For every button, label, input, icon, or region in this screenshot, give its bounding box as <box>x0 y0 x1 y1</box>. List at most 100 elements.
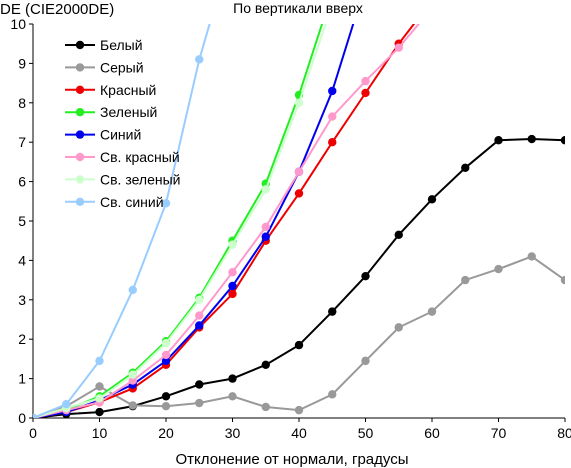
series-layer <box>33 0 565 418</box>
legend-label: Белый <box>100 37 143 53</box>
data-point <box>261 185 270 194</box>
data-point <box>294 340 304 350</box>
data-point <box>560 136 565 145</box>
data-point <box>427 307 437 316</box>
data-point <box>128 376 137 385</box>
x-tick-label: 40 <box>291 425 307 441</box>
data-point <box>461 163 470 173</box>
x-tick-label: 20 <box>158 425 174 441</box>
legend-swatch-marker <box>75 175 85 184</box>
data-point <box>228 240 237 249</box>
data-point <box>195 311 204 320</box>
legend-swatch-marker <box>75 85 85 95</box>
legend-item: Зеленый <box>65 104 157 120</box>
data-point <box>494 264 503 274</box>
legend-item: Красный <box>65 82 156 98</box>
legend-label: Серый <box>100 59 144 75</box>
data-point <box>33 413 38 418</box>
data-point <box>294 167 304 176</box>
data-point <box>161 392 171 401</box>
data-point <box>161 356 171 366</box>
data-point <box>195 380 204 389</box>
series-8 <box>33 24 211 418</box>
y-tick-label: 2 <box>18 331 26 347</box>
data-point <box>161 199 171 208</box>
data-point <box>228 289 237 299</box>
y-tick-label: 9 <box>18 55 26 71</box>
legend-swatch-marker <box>75 40 85 50</box>
legend-item: Серый <box>65 59 144 75</box>
data-point <box>294 98 304 108</box>
data-point <box>294 189 304 198</box>
legend-item: Св. синий <box>65 194 164 210</box>
series-line <box>33 24 327 418</box>
chart-title: По вертикали вверх <box>233 0 363 16</box>
legend-swatch-marker <box>75 130 85 139</box>
data-point <box>62 400 71 409</box>
x-tick-label: 60 <box>424 425 440 441</box>
data-point <box>261 360 270 370</box>
data-point <box>394 230 403 239</box>
y-tick-label: 1 <box>18 371 26 387</box>
legend-label: Синий <box>100 127 141 143</box>
data-point <box>161 401 171 411</box>
y-tick-label: 7 <box>18 134 26 150</box>
data-point <box>361 88 370 98</box>
legend-swatch-marker <box>75 63 85 72</box>
legend-item: Св. зеленый <box>65 171 180 187</box>
legend-swatch-marker <box>75 108 85 117</box>
data-point <box>261 232 270 241</box>
data-point <box>361 271 370 281</box>
x-axis-label: Отклонение от нормали, градусы <box>176 451 409 468</box>
series-1 <box>33 134 565 418</box>
data-point <box>195 295 204 304</box>
legend-label: Св. синий <box>100 194 164 210</box>
legend-label: Зеленый <box>100 104 157 120</box>
data-point <box>228 281 237 291</box>
data-point <box>261 402 270 412</box>
data-point <box>161 350 171 360</box>
data-point <box>294 405 304 415</box>
data-point <box>161 338 171 348</box>
data-point <box>461 275 470 285</box>
x-tick-label: 70 <box>491 425 507 441</box>
legend-item: Св. красный <box>65 149 180 165</box>
data-point <box>95 382 104 391</box>
y-tick-label: 10 <box>10 16 26 32</box>
data-point <box>328 138 337 147</box>
series-3 <box>33 0 436 418</box>
x-tick-label: 80 <box>557 425 571 441</box>
x-tick-label: 50 <box>358 425 374 441</box>
legend: Белый Серый Красный Зеленый Синий Св. красный… <box>65 37 180 210</box>
x-tick-label: 30 <box>225 425 241 441</box>
y-tick-label: 6 <box>18 174 26 190</box>
series-line <box>33 24 420 418</box>
y-tick-label: 3 <box>18 292 26 308</box>
axes: 0 1 2 3 4 5 6 7 8 9 10 0 10 20 30 40 50 60 70 80 <box>10 16 571 441</box>
data-point <box>261 222 270 232</box>
series-7 <box>33 24 327 418</box>
data-point <box>95 394 104 403</box>
data-point <box>361 356 370 366</box>
data-point <box>394 323 403 332</box>
y-tick-label: 0 <box>18 410 26 426</box>
legend-item: Белый <box>65 37 143 53</box>
data-point <box>560 275 565 285</box>
data-point <box>361 76 370 86</box>
legend-swatch-marker <box>75 152 85 162</box>
legend-item: Синий <box>65 127 141 143</box>
y-tick-label: 4 <box>18 252 26 268</box>
data-point <box>128 401 137 410</box>
series-4 <box>33 24 324 418</box>
data-point <box>328 390 337 399</box>
data-point <box>128 370 137 379</box>
series-2 <box>33 252 565 418</box>
data-point <box>328 307 337 316</box>
y-axis-label: DE (CIE2000DE) <box>0 1 114 18</box>
legend-swatch-marker <box>75 197 85 206</box>
x-tick-label: 10 <box>92 425 108 441</box>
data-point <box>428 0 436 5</box>
y-tick-label: 8 <box>18 95 26 111</box>
data-point <box>394 43 403 52</box>
